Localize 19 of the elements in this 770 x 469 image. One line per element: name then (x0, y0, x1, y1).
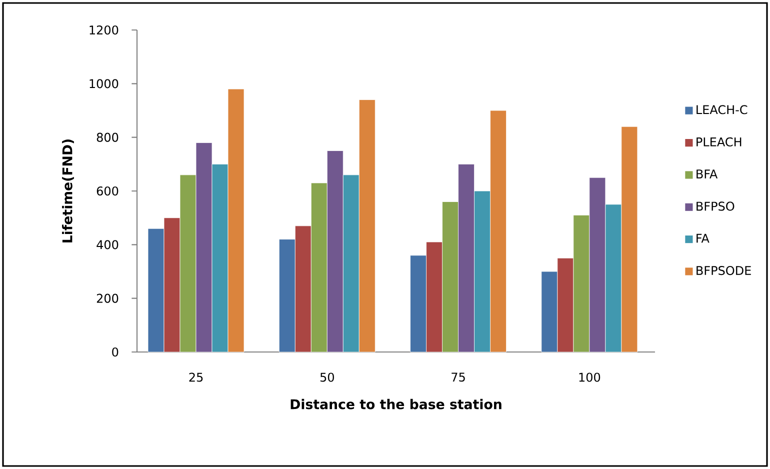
x-tick-label: 100 (579, 372, 600, 382)
y-tick-label: 0 (112, 347, 118, 357)
x-tick-label: 75 (452, 372, 465, 382)
y-tick-label: 200 (96, 294, 118, 303)
legend-label: BFA (696, 170, 718, 178)
x-tick-label: 50 (320, 372, 334, 382)
x-tick-label: 25 (189, 372, 203, 382)
legend-label: BFPSO (696, 202, 734, 211)
legend-label: BFPSODE (696, 266, 751, 276)
y-tick-label: 400 (96, 240, 118, 250)
y-axis-title: Lifetime(FND) (62, 139, 74, 242)
legend-label: FA (696, 234, 710, 243)
legend-label: PLEACH (696, 137, 742, 146)
legend-label: LEACH-C (696, 105, 748, 114)
x-axis-title: Distance to the base station (290, 398, 502, 410)
y-tick-label: 1200 (90, 25, 118, 35)
y-tick-label: 1000 (90, 79, 118, 88)
y-tick-label: 800 (96, 132, 118, 142)
y-tick-label: 600 (96, 186, 118, 196)
